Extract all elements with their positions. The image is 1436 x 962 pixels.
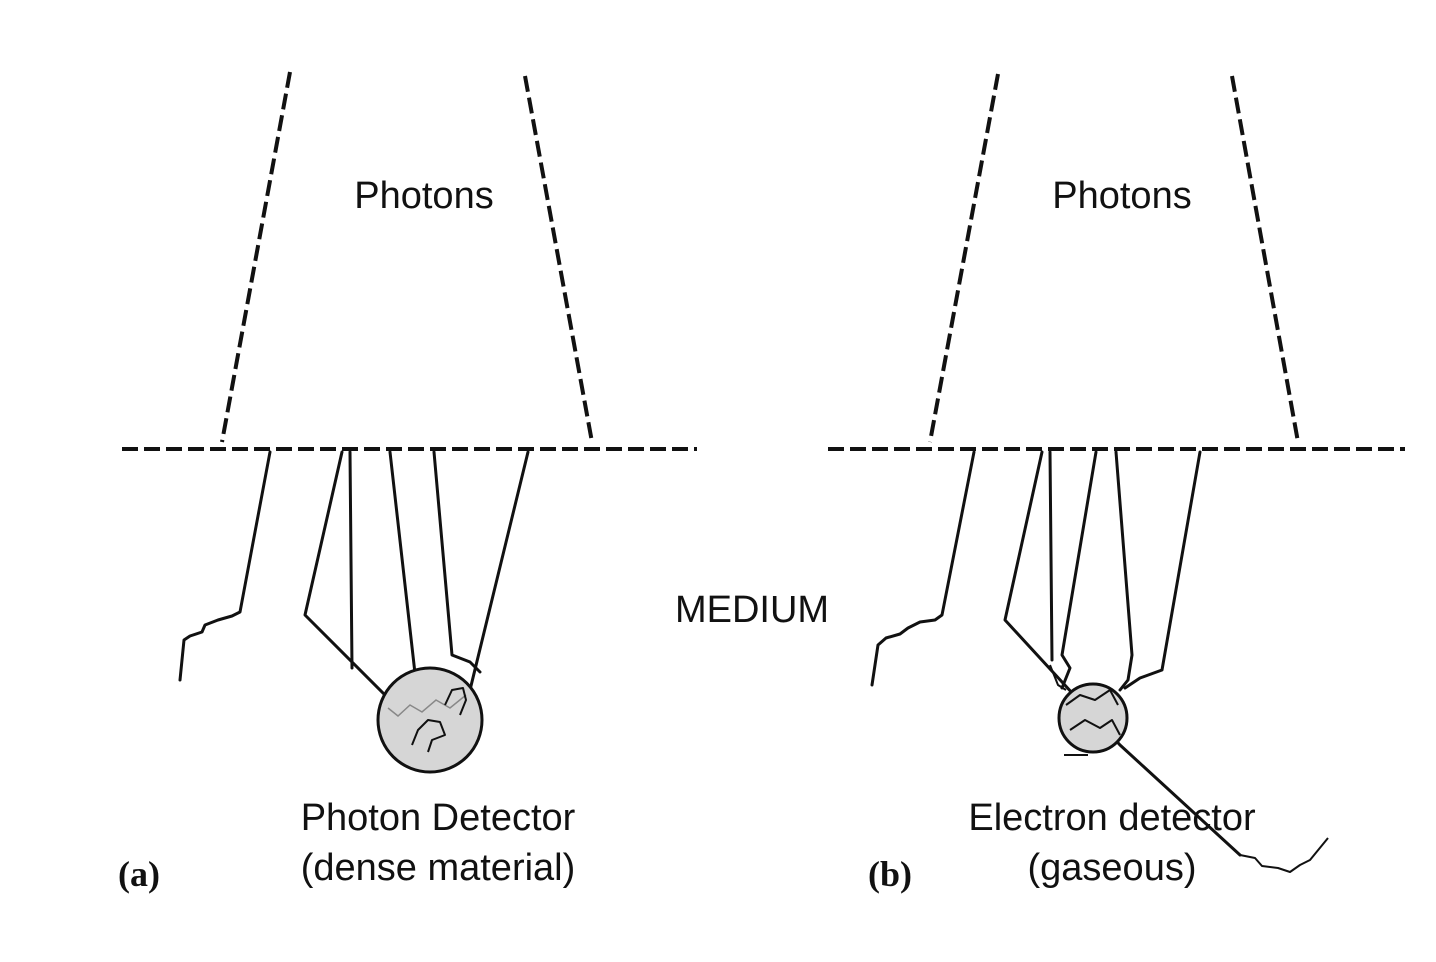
photon-cone-right-edge-b	[1230, 75, 1300, 443]
panel-a-label: (a)	[118, 854, 160, 894]
photon-cone-right-edge-a	[523, 75, 594, 443]
track-b-4	[1060, 450, 1098, 690]
track-a-3	[348, 450, 354, 670]
detector-a-internal-tracks	[387, 687, 467, 753]
detector-b-internal-tracks	[1049, 664, 1121, 756]
panel-b-label: (b)	[868, 854, 912, 894]
track-b-5	[1114, 450, 1134, 692]
electron-detector-label-line2: (gaseous)	[1028, 847, 1197, 889]
photon-detector-label-line2: (dense material)	[301, 847, 576, 889]
track-b-exit	[1239, 837, 1329, 873]
track-b-1	[870, 450, 976, 687]
medium-label: MEDIUM	[675, 589, 829, 631]
panel-b: Photons Electron detector (gaseous) (b)	[828, 73, 1405, 894]
track-a-5	[432, 450, 482, 674]
track-b-3	[1048, 450, 1054, 662]
track-a-2	[303, 450, 387, 697]
photon-cone-left-edge-b	[928, 73, 1000, 443]
track-a-1	[178, 450, 272, 682]
photons-label-b: Photons	[1052, 175, 1191, 217]
electron-detector-label-line1: Electron detector	[968, 797, 1256, 839]
track-b-6	[1123, 450, 1202, 690]
electron-detector	[1057, 682, 1129, 754]
photon-detector-label-line1: Photon Detector	[301, 797, 576, 839]
photons-label-a: Photons	[354, 175, 493, 217]
panel-a: Photons Photon Detector (dense material)…	[118, 71, 697, 894]
tracks-b	[870, 450, 1242, 857]
track-b-2	[1003, 450, 1242, 857]
track-a-6	[463, 450, 530, 717]
photon-cone-left-edge-a	[220, 71, 292, 443]
